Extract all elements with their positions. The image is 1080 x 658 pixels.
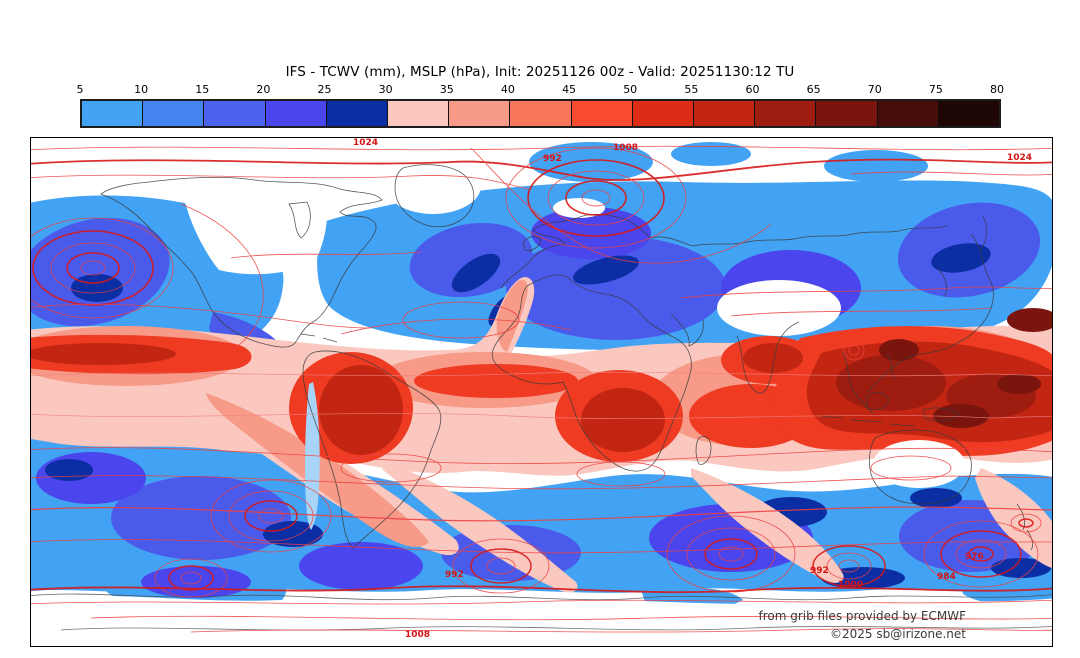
colorbar-segment-60-65 [755, 101, 817, 126]
colorbar-tick-5: 5 [76, 83, 84, 96]
colorbar-segment-45-50 [571, 101, 633, 126]
colorbar-tick-65: 65 [806, 83, 821, 96]
colorbar-tick-70: 70 [867, 83, 882, 96]
colorbar-tick-75: 75 [928, 83, 943, 96]
attribution-copyright: ©2025 sb@irizone.net [830, 627, 966, 641]
colorbar-segment-70-75 [877, 101, 939, 126]
colorbar-tick-80: 80 [990, 83, 1004, 96]
colorbar-tick-45: 45 [562, 83, 577, 96]
colorbar-segment-20-25 [265, 101, 327, 126]
colorbar-tick-40: 40 [500, 83, 515, 96]
colorbar-tick-10: 10 [134, 83, 149, 96]
colorbar-segment-5-10 [82, 101, 144, 126]
colorbar-tick-60: 60 [745, 83, 760, 96]
tcwv-field [31, 142, 1052, 646]
map-canvas [31, 142, 1052, 646]
colorbar-tick-30: 30 [378, 83, 393, 96]
colorbar-tick-20: 20 [256, 83, 271, 96]
colorbar-tick-55: 55 [684, 83, 699, 96]
colorbar-segment-55-60 [694, 101, 756, 126]
isobars [31, 145, 1052, 633]
colorbar-segment-50-55 [632, 101, 695, 126]
chart-title: IFS - TCWV (mm), MSLP (hPa), Init: 20251… [285, 64, 795, 80]
colorbar-segment-15-20 [204, 101, 266, 126]
colorbar-segment-25-30 [326, 101, 389, 126]
colorbar-bar [80, 99, 1001, 128]
colorbar-segment-35-40 [449, 101, 511, 126]
colorbar-segment-65-70 [816, 101, 878, 126]
map-frame: 1024 992 1008 1024 992 1008 976 984 992 1000 from… [30, 137, 1053, 647]
colorbar-ticks: 5 10 15 20 25 30 35 40 45 50 55 60 65 70 75 80 [77, 83, 1005, 97]
colorbar-tick-25: 25 [317, 83, 332, 96]
attribution-source: from grib files provided by ECMWF [758, 609, 966, 623]
colorbar-segment-75-80 [938, 101, 1000, 126]
colorbar-segment-10-15 [143, 101, 205, 126]
colorbar-tick-50: 50 [623, 83, 638, 96]
colorbar-segment-30-35 [388, 101, 450, 126]
colorbar-tick-15: 15 [195, 83, 210, 96]
colorbar-segment-40-45 [510, 101, 572, 126]
colorbar-tick-35: 35 [439, 83, 454, 96]
